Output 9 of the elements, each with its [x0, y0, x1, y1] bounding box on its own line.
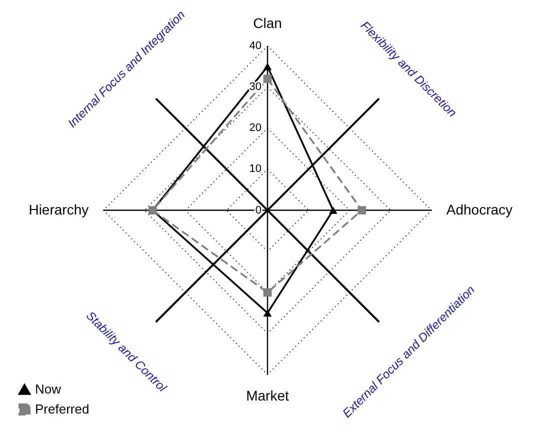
spoke-label: Clan — [253, 15, 282, 32]
spoke-label: Adhocracy — [446, 201, 513, 218]
spoke-label: Hierarchy — [28, 201, 89, 218]
legend-label: Preferred — [35, 402, 90, 416]
spoke-label: Market — [246, 387, 289, 404]
legend-label: Now — [35, 382, 62, 396]
y-tick-label: 20 — [249, 122, 262, 134]
y-tick-label: 40 — [249, 40, 262, 52]
y-tick-label: 10 — [249, 163, 262, 176]
